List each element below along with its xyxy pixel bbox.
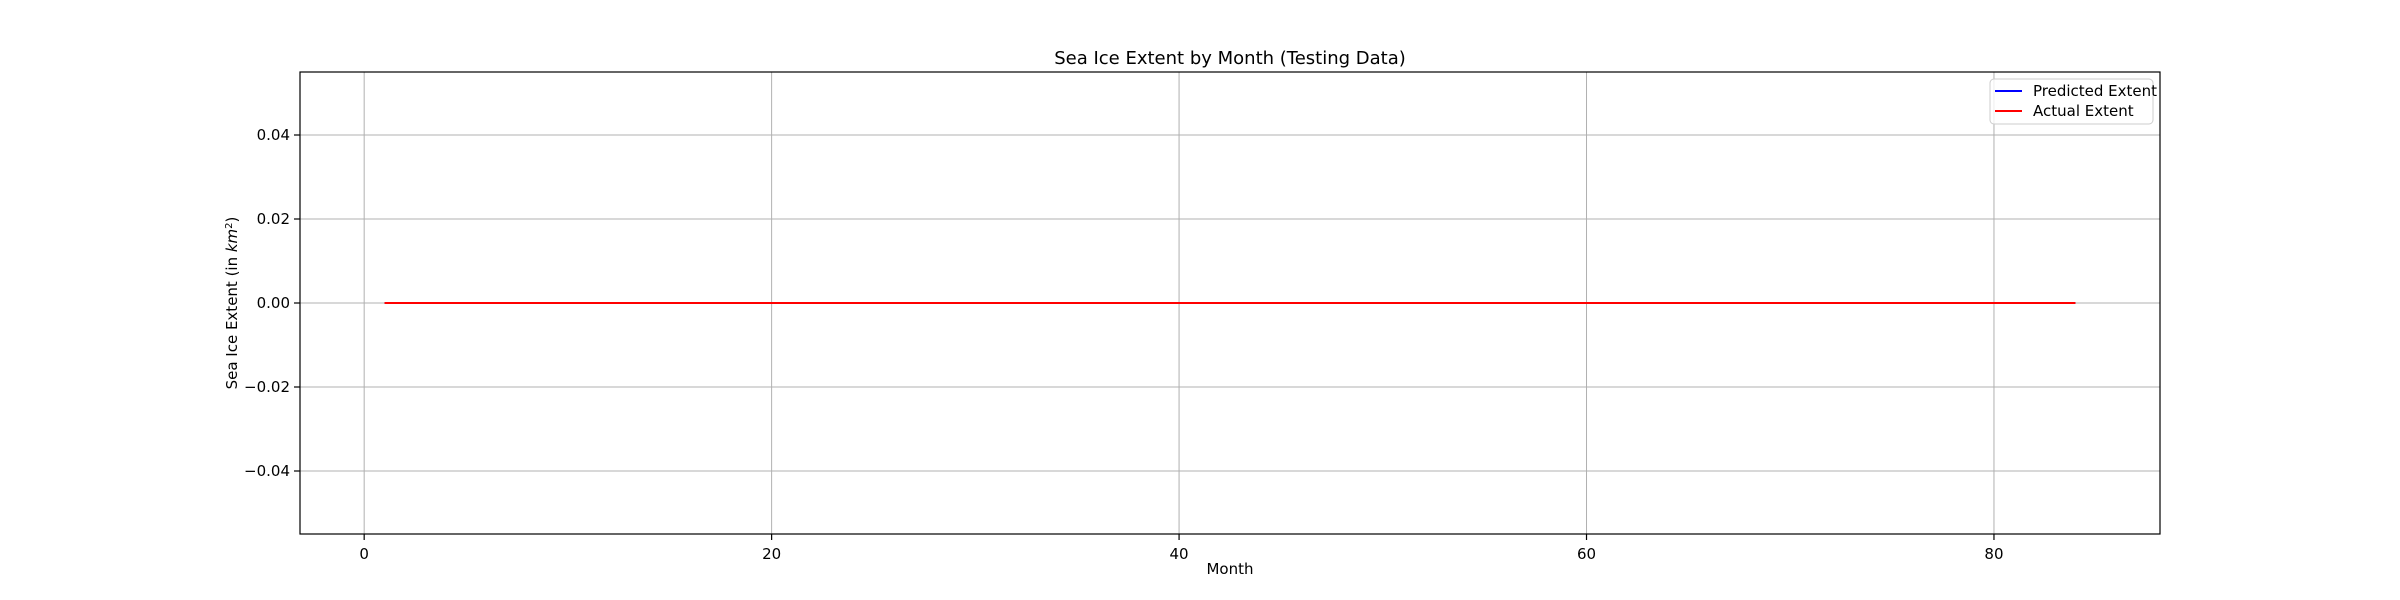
axis-ticks: 0 20 40 60 80 0.04 0.02 0.00 −0.02 −0.04 <box>244 126 2003 563</box>
y-tick-label: 0.00 <box>257 294 290 312</box>
legend-box <box>1989 78 2154 125</box>
x-tick-label: 80 <box>1984 545 2003 563</box>
y-tick-label: 0.02 <box>257 210 290 228</box>
y-axis-label: Sea Ice Extent (in km2) <box>223 217 241 390</box>
x-tick-label: 40 <box>1170 545 1189 563</box>
chart-title: Sea Ice Extent by Month (Testing Data) <box>1054 48 1406 69</box>
x-tick-label: 60 <box>1577 545 1596 563</box>
legend-label-predicted: Predicted Extent <box>2033 82 2157 100</box>
y-tick-label: −0.04 <box>244 462 290 480</box>
x-tick-label: 0 <box>359 545 369 563</box>
x-tick-label: 20 <box>762 545 781 563</box>
x-axis-label: Month <box>1206 560 1253 578</box>
legend-label-actual: Actual Extent <box>2033 102 2134 120</box>
y-tick-label: −0.02 <box>244 378 290 396</box>
legend: Predicted Extent Actual Extent <box>1989 78 2157 125</box>
y-tick-label: 0.04 <box>257 126 290 144</box>
